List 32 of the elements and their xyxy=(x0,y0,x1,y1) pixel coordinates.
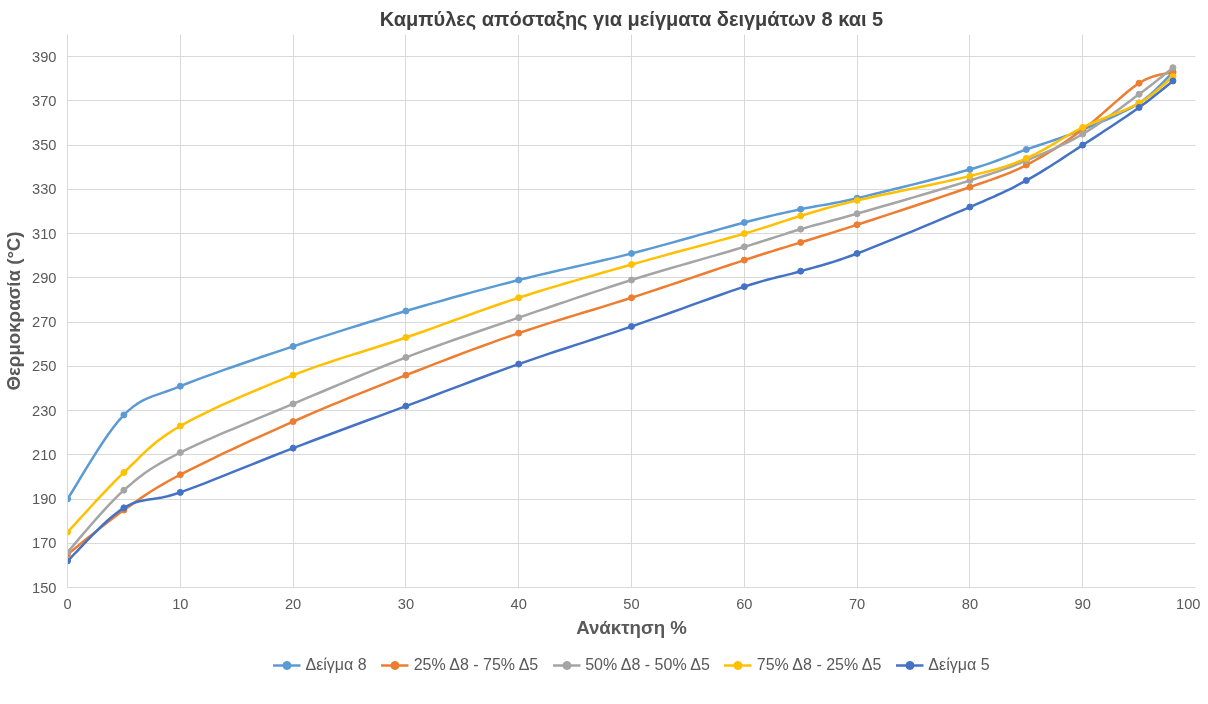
legend-label: 50% Δ8 - 50% Δ5 xyxy=(585,656,710,674)
y-tick-label: 230 xyxy=(32,402,57,419)
legend-label: Δείγμα 8 xyxy=(305,656,367,674)
y-tick-label: 390 xyxy=(32,48,57,65)
legend-label: Δείγμα 5 xyxy=(928,656,990,674)
x-tick-label: 100 xyxy=(1176,595,1201,612)
y-tick-label: 210 xyxy=(32,446,57,463)
y-tick-label: 290 xyxy=(32,269,57,286)
x-tick-label: 90 xyxy=(1074,595,1091,612)
x-tick-label: 30 xyxy=(397,595,415,612)
y-tick-label: 250 xyxy=(32,358,57,375)
y-tick-label: 170 xyxy=(32,535,57,552)
y-tick-label: 370 xyxy=(32,92,57,109)
x-tick-label: 80 xyxy=(961,595,979,612)
legend-label: 75% Δ8 - 25% Δ5 xyxy=(756,656,882,674)
legend-label: 25% Δ8 - 75% Δ5 xyxy=(413,656,539,674)
y-tick-label: 310 xyxy=(32,225,57,242)
y-tick-label: 330 xyxy=(32,181,57,198)
y-tick-label: 270 xyxy=(32,314,57,331)
y-axis-title: Θερμοκρασία (°C) xyxy=(3,231,25,391)
x-tick-label: 10 xyxy=(172,595,189,612)
y-tick-label: 190 xyxy=(32,491,57,508)
y-tick-label: 350 xyxy=(32,137,57,154)
x-tick-label: 50 xyxy=(623,595,640,612)
y-tick-label: 150 xyxy=(32,579,57,596)
x-tick-label: 20 xyxy=(284,595,302,612)
x-tick-label: 40 xyxy=(510,595,527,612)
x-axis-title: Ανάκτηση % xyxy=(576,616,688,638)
x-tick-label: 70 xyxy=(848,595,866,612)
x-tick-label: 0 xyxy=(63,595,72,612)
chart-title: Καμπύλες απόσταξης για μείγματα δειγμάτων 8 και 5 xyxy=(379,7,884,30)
x-tick-label: 60 xyxy=(736,595,753,612)
